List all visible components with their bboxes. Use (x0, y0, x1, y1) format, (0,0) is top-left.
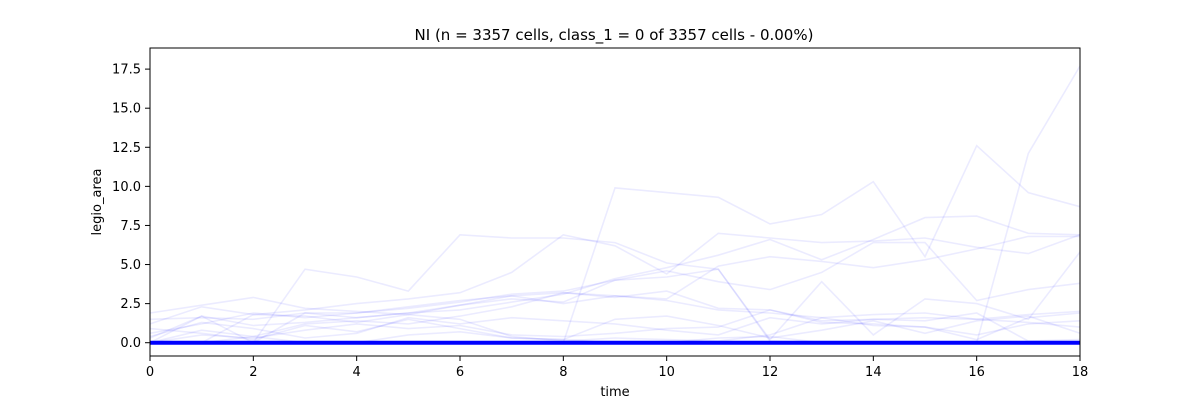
x-tick-label: 2 (249, 365, 257, 380)
y-tick-label: 17.5 (112, 63, 141, 78)
series-line-2 (150, 144, 1081, 344)
individual-series-group (149, 65, 1081, 344)
y-tick-label: 7.5 (120, 219, 141, 234)
y-axis-label: legio_area (90, 169, 105, 236)
y-tick-label: 0.0 (120, 336, 141, 351)
x-tick-label: 18 (1072, 365, 1089, 380)
series-line-1 (150, 65, 1081, 344)
series-line-11 (149, 291, 1081, 321)
x-tick-label: 0 (146, 365, 154, 380)
x-tick-label: 12 (762, 365, 779, 380)
y-tick-label: 2.5 (120, 297, 141, 312)
x-axis-label: time (600, 385, 629, 400)
series-line-12 (149, 309, 1081, 344)
chart-title: NI (n = 3357 cells, class_1 = 0 of 3357 … (415, 26, 814, 45)
x-tick-label: 4 (353, 365, 361, 380)
y-tick-label: 15.0 (112, 102, 141, 117)
x-tick-label: 14 (865, 365, 882, 380)
series-line-13 (149, 315, 1081, 341)
x-axis-ticks: 0 2 4 6 8 10 12 14 16 18 (146, 356, 1088, 380)
plot-area-frame (149, 47, 1081, 357)
series-line-14 (150, 312, 1081, 344)
x-tick-label: 8 (559, 365, 567, 380)
y-axis-ticks: 0.0 2.5 5.0 7.5 10.0 12.5 15.0 17.5 (112, 63, 150, 351)
series-line-3 (149, 232, 1081, 325)
series-line-7 (149, 290, 1081, 344)
y-tick-label: 5.0 (120, 258, 141, 273)
series-line-4 (149, 215, 1081, 339)
x-tick-label: 10 (658, 365, 675, 380)
series-line-10 (149, 312, 1081, 342)
x-tick-label: 16 (968, 365, 985, 380)
y-tick-label: 12.5 (112, 141, 141, 156)
y-tick-label: 10.0 (112, 180, 141, 195)
x-tick-label: 6 (456, 365, 464, 380)
series-line-8 (149, 251, 1081, 344)
series-line-5 (149, 235, 1080, 316)
series-line-6 (149, 241, 1081, 335)
